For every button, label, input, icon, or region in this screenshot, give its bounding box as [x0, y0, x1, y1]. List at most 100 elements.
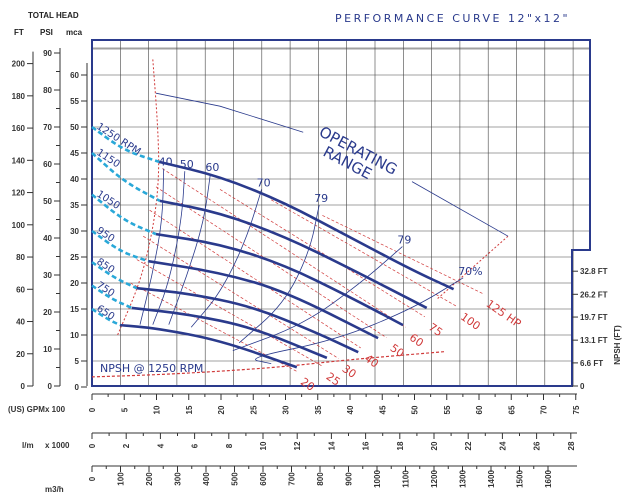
lm-axis-tick-label: 6: [191, 443, 200, 448]
m3h-axis-tick-label: 1200: [430, 470, 439, 488]
npsh-tick-label: 13.1 FT: [580, 336, 608, 345]
lm-axis-tick-label: 8: [225, 443, 234, 448]
mca-axis-tick-label: 40: [70, 175, 79, 184]
rpm-curve: [159, 199, 428, 310]
npsh-label: NPSH @ 1250 RPM: [100, 362, 203, 375]
efficiency-label: 79: [397, 234, 411, 247]
power-line: [322, 215, 483, 294]
mca-axis-tick-label: 5: [75, 357, 80, 366]
power-line: [136, 259, 323, 367]
lm-axis-tick-label: 22: [464, 441, 473, 450]
lm-axis-tick-label: 0: [88, 443, 97, 448]
rpm-curve: [155, 232, 404, 327]
chart-title: PERFORMANCE CURVE 12"x12": [335, 12, 570, 25]
psi-axis-tick-label: 80: [43, 86, 52, 95]
m3h-axis-tick-label: 400: [202, 472, 211, 486]
psi-axis-title: PSI: [40, 28, 53, 37]
gpm-axis-tick-label: 15: [185, 405, 194, 414]
m3h-axis-title: m3/h: [45, 485, 64, 494]
efficiency-label: 79: [314, 192, 328, 205]
m3h-axis-tick-label: 900: [345, 472, 354, 486]
npsh-tick-label: 19.7 FT: [580, 313, 608, 322]
mca-axis-tick-label: 45: [70, 149, 79, 158]
m3h-axis-tick-label: 100: [117, 472, 126, 486]
efficiency-line: [168, 173, 211, 325]
plot-frame: [91, 39, 591, 387]
ft-axis-tick-label: 60: [16, 285, 25, 294]
m3h-axis-tick-label: 1500: [516, 470, 525, 488]
lm-axis-tick-label: 4: [156, 443, 165, 448]
power-label: 75: [426, 321, 445, 340]
lm-axis-tick-label: 26: [533, 441, 542, 450]
m3h-axis-tick-label: 800: [316, 472, 325, 486]
operating-range-boundary: [411, 181, 509, 237]
npsh-tick-label: 6.6 FT: [580, 359, 603, 368]
gpm-axis-tick-label: 60: [475, 405, 484, 414]
efficiency-line: [232, 246, 403, 351]
gpm-axis-tick-label: 40: [346, 405, 355, 414]
rpm-curve: [131, 306, 328, 360]
ft-axis-tick-label: 140: [12, 156, 26, 165]
npsh-curve: [91, 351, 445, 378]
psi-axis-tick-label: 90: [43, 49, 52, 58]
m3h-axis-tick-label: 1600: [544, 470, 553, 488]
min-flow-line: [117, 59, 160, 336]
rpm-label: 1050: [94, 189, 121, 212]
m3h-axis-tick-label: 1100: [402, 470, 411, 488]
mca-axis-tick-label: 55: [70, 97, 79, 106]
lm-axis-title: l/m: [22, 441, 34, 450]
power-label: 40: [362, 352, 381, 371]
efficiency-label: 70%: [458, 265, 482, 278]
m3h-axis-tick-label: 200: [145, 472, 154, 486]
npsh-tick-label: 32.8 FT: [580, 267, 608, 276]
ft-axis-title: FT: [14, 28, 24, 37]
gpm-axis-multiplier: x 100: [45, 405, 66, 414]
power-label: 125 HP: [484, 297, 524, 330]
operating-range-boundary: [155, 92, 304, 133]
gpm-axis-tick-label: 0: [88, 407, 97, 412]
efficiency-line: [139, 168, 165, 325]
mca-axis-tick-label: 35: [70, 201, 79, 210]
rpm-curve-dashed: [91, 193, 157, 236]
lm-axis-tick-label: 12: [293, 441, 302, 450]
m3h-axis-tick-label: 300: [174, 472, 183, 486]
ft-axis-tick-label: 0: [21, 382, 26, 391]
lm-axis-tick-label: 28: [567, 441, 576, 450]
efficiency-line: [152, 171, 186, 325]
efficiency-label: 60: [205, 161, 219, 174]
gpm-axis-tick-label: 25: [249, 405, 258, 414]
power-label: 20: [298, 375, 317, 394]
power-line: [219, 189, 425, 318]
mca-axis-tick-label: 0: [75, 383, 80, 392]
total-head-label: TOTAL HEAD: [28, 11, 79, 20]
psi-axis-tick-label: 50: [43, 197, 52, 206]
lm-axis-tick-label: 2: [122, 443, 131, 448]
efficiency-line: [238, 204, 320, 344]
lm-axis-tick-label: 24: [498, 441, 507, 450]
ft-axis-tick-label: 120: [12, 189, 26, 198]
efficiency-label: 70: [257, 176, 271, 189]
power-label: 50: [388, 341, 407, 360]
rpm-label: 650: [94, 303, 116, 323]
ft-axis-tick-label: 40: [16, 318, 25, 327]
m3h-axis-tick-label: 700: [288, 472, 297, 486]
rpm-curve-dashed: [91, 125, 160, 164]
mca-axis-tick-label: 20: [70, 279, 79, 288]
gpm-axis-tick-label: 50: [411, 405, 420, 414]
psi-axis-tick-label: 10: [43, 345, 52, 354]
efficiency-line: [190, 189, 262, 328]
ft-axis-tick-label: 20: [16, 350, 25, 359]
ft-axis-tick-label: 100: [12, 221, 26, 230]
ft-axis-tick-label: 180: [12, 92, 26, 101]
rpm-curve-dashed: [91, 261, 138, 290]
psi-axis-tick-label: 70: [43, 123, 52, 132]
gpm-axis-tick-label: 65: [507, 405, 516, 414]
psi-axis-tick-label: 20: [43, 308, 52, 317]
lm-axis-tick-label: 16: [362, 441, 371, 450]
rpm-curve: [148, 259, 379, 340]
rpm-curve: [120, 323, 298, 369]
lm-axis-tick-label: 18: [396, 441, 405, 450]
mca-axis-title: mca: [66, 28, 83, 37]
gpm-axis-tick-label: 70: [540, 405, 549, 414]
m3h-axis-tick-label: 1000: [373, 470, 382, 488]
